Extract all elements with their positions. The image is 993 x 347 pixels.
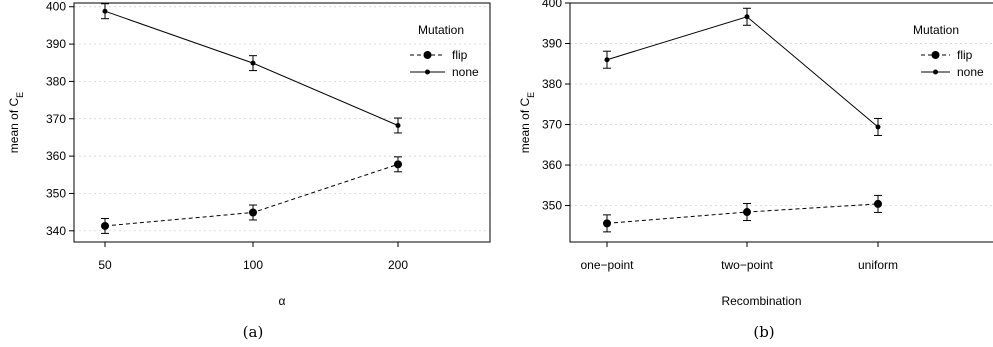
plot-frame (569, 2, 993, 243)
y-tick-label: 390 (542, 37, 562, 51)
legend-title: Mutation (913, 23, 959, 37)
x-axis-label: Recombination (721, 294, 801, 308)
data-point (743, 208, 751, 217)
x-tick-label: 100 (243, 258, 263, 272)
y-tick-label: 350 (542, 199, 562, 213)
data-point (744, 14, 750, 20)
series-line (606, 203, 879, 224)
y-tick-label: 360 (46, 149, 66, 163)
x-tick-label: uniform (858, 258, 898, 272)
series-none (101, 3, 402, 134)
y-axis-label: mean of CE (518, 92, 536, 153)
legend-label: none (957, 65, 984, 79)
y-tick-label: 380 (46, 74, 66, 88)
y-tick-label: 400 (46, 0, 66, 14)
data-point (604, 57, 610, 63)
series-none (603, 7, 882, 136)
legend-marker (423, 51, 432, 59)
y-tick-label: 390 (46, 37, 66, 51)
legend-marker (933, 69, 938, 75)
series-line (104, 163, 399, 227)
data-point (394, 160, 402, 169)
legend-label: none (452, 65, 479, 79)
panel-caption: (a) (243, 323, 264, 341)
data-point (395, 122, 401, 128)
legend-marker (425, 69, 430, 75)
y-tick-label: 380 (542, 77, 562, 91)
x-tick-label: 200 (388, 258, 408, 272)
data-point (603, 219, 611, 228)
y-tick-label: 340 (46, 224, 66, 238)
x-axis-label: α (279, 294, 286, 308)
x-tick-label: two−point (721, 258, 773, 272)
x-tick-label: 50 (98, 258, 112, 272)
data-point (102, 8, 108, 14)
data-point (101, 221, 109, 230)
chart-panel-a: 340 350 360 370 380 390 400 50 100 200 α mean of CE… (7, 0, 491, 341)
legend-marker (931, 51, 940, 59)
y-tick-label: 400 (542, 0, 562, 10)
series-line (606, 16, 879, 128)
y-tick-label: 350 (46, 186, 66, 200)
data-point (249, 208, 257, 217)
legend-title: Mutation (418, 23, 464, 37)
legend: Mutation flip none (913, 23, 984, 79)
plot-frame (73, 2, 491, 243)
legend-label: flip (452, 48, 468, 62)
series-flip (101, 156, 402, 234)
y-tick-label: 360 (542, 158, 562, 172)
chart-panel-b: 350 360 370 380 390 400 one−point two−point unif… (518, 0, 993, 341)
y-tick-label: 370 (542, 118, 562, 132)
x-tick-label: one−point (580, 258, 634, 272)
y-tick-label: 370 (46, 112, 66, 126)
legend: Mutation flip none (410, 23, 479, 79)
data-point (874, 199, 882, 208)
series-line (104, 10, 399, 126)
data-point (250, 60, 256, 66)
panel-caption: (b) (753, 323, 774, 341)
y-axis-label: mean of CE (7, 92, 25, 153)
data-point (875, 124, 881, 130)
legend-label: flip (957, 48, 973, 62)
series-flip (603, 194, 882, 233)
